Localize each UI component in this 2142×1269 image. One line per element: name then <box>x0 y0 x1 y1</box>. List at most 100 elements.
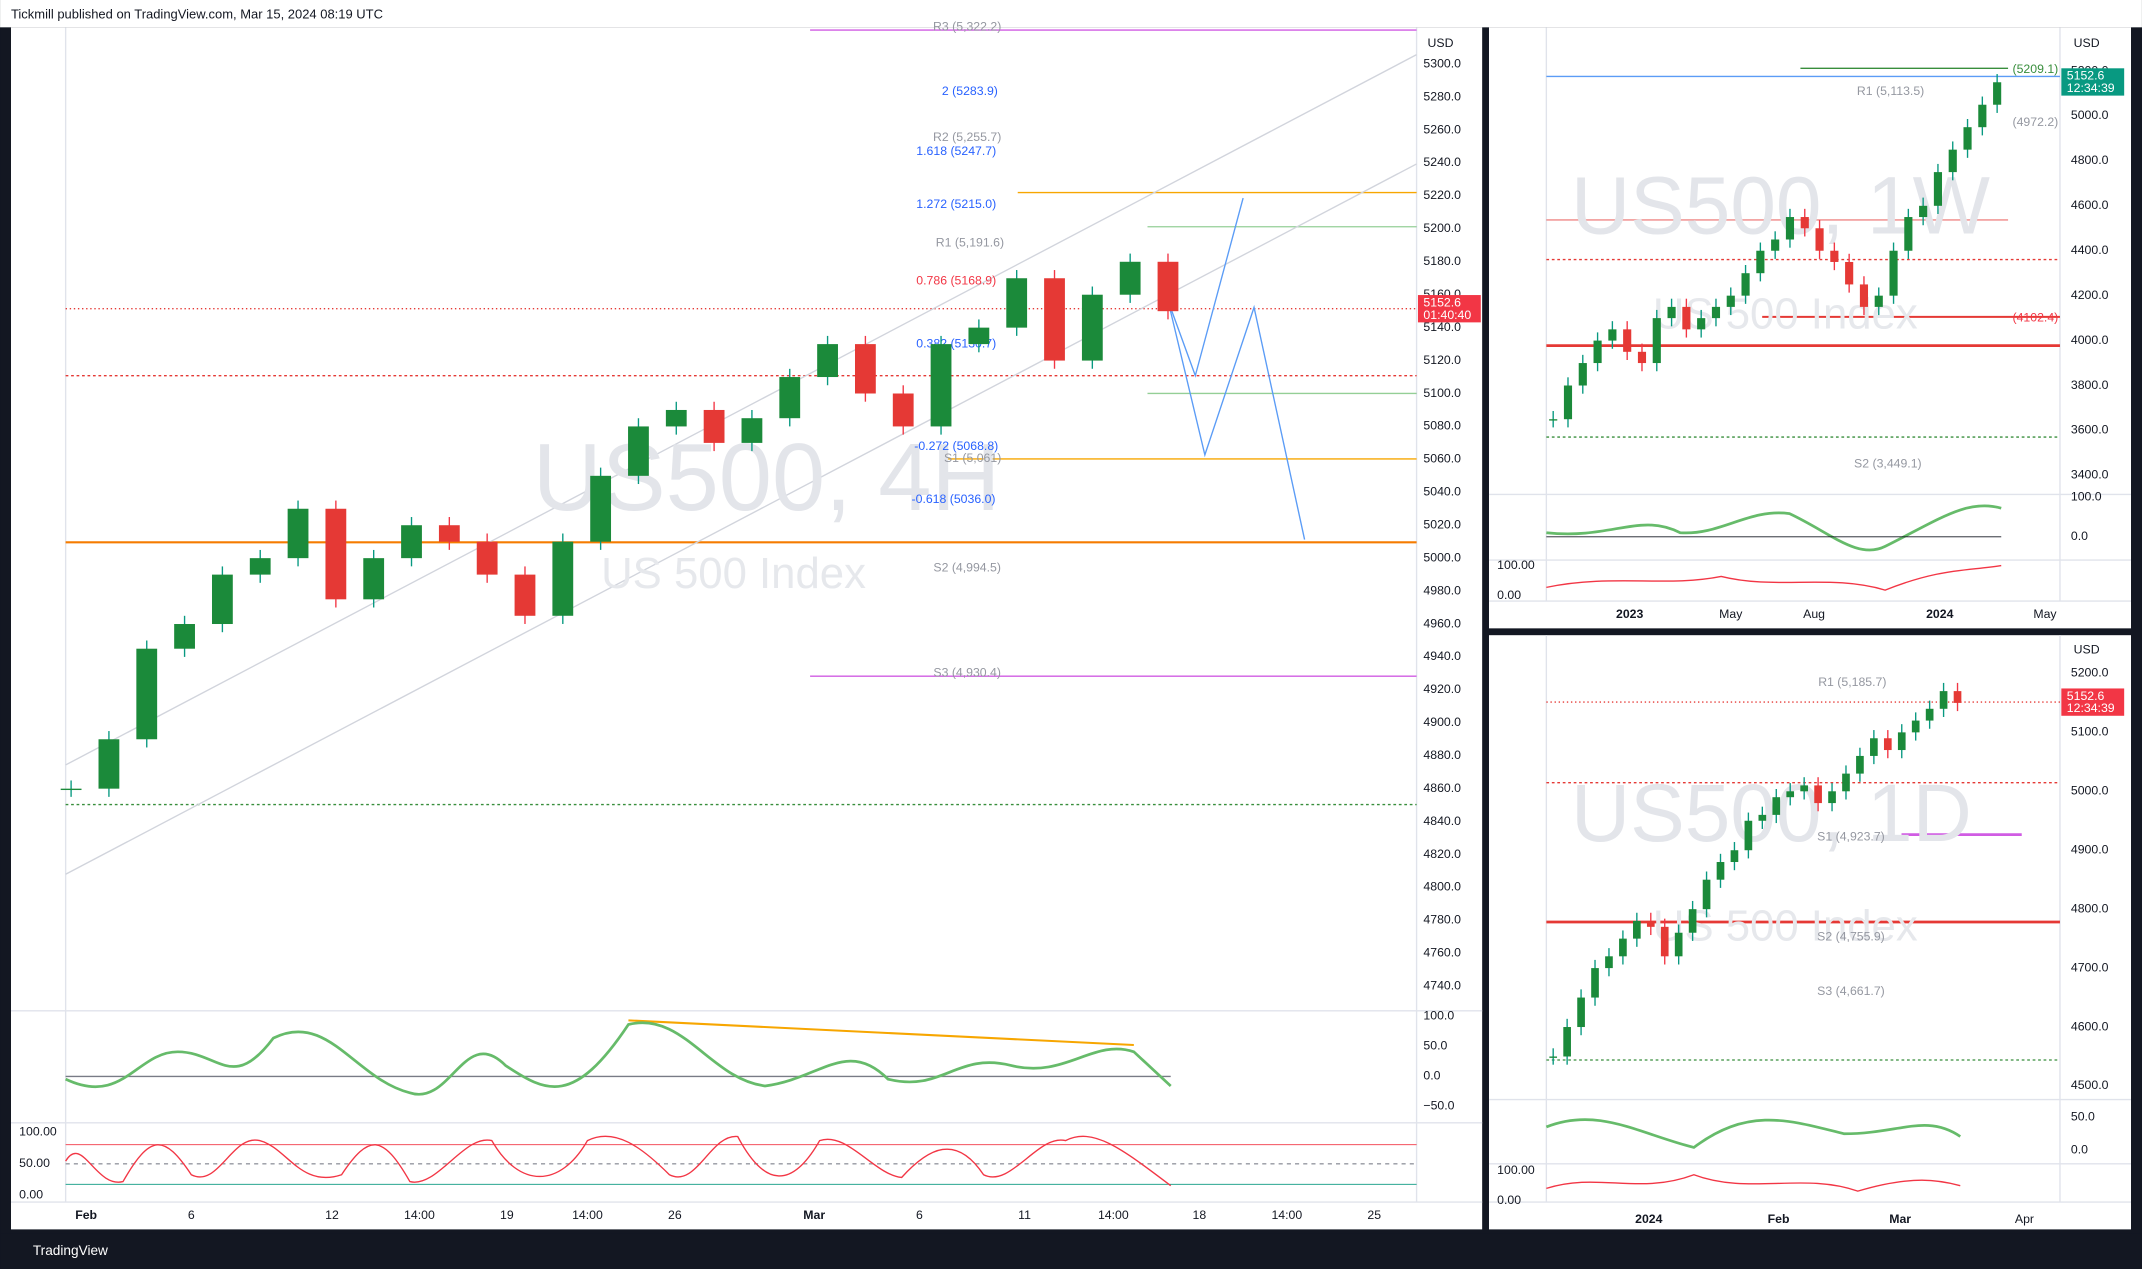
candle <box>1883 738 1892 751</box>
date-tick: Feb <box>1768 1212 1790 1226</box>
level-label: R2 (5,255.7) <box>933 130 1001 144</box>
candle <box>1756 250 1765 274</box>
osc-tick: −50.0 <box>1423 1099 1454 1113</box>
level-label: -0.618 (5036.0) <box>912 492 996 506</box>
level-label: S1 (5,061) <box>944 451 1001 465</box>
candle <box>1682 306 1691 330</box>
candle <box>552 541 574 616</box>
price-tick: 5180.0 <box>1423 254 1461 268</box>
candle <box>1674 932 1683 957</box>
level-label: (4972.2) <box>2013 115 2059 129</box>
osc-tick: 50.0 <box>2071 1110 2095 1124</box>
price-tick: 4760.0 <box>1423 946 1461 960</box>
candle <box>779 377 801 419</box>
candle <box>1889 250 1898 296</box>
price-tick: 5280.0 <box>1423 89 1461 103</box>
candle <box>892 393 914 427</box>
main-panel <box>10 27 1483 1230</box>
candle <box>1786 791 1795 798</box>
countdown: 12:34:39 <box>2067 81 2115 95</box>
weekly-layout <box>1488 27 2132 602</box>
price-tick: 5200.0 <box>1423 221 1461 235</box>
candle <box>438 525 460 542</box>
price-tick: 5120.0 <box>1423 353 1461 367</box>
candle <box>1549 419 1558 421</box>
price-tick: 5220.0 <box>1423 188 1461 202</box>
price-tick: 5000.0 <box>1423 550 1461 564</box>
stoch-tick: 0.00 <box>19 1187 43 1201</box>
date-tick: Aug <box>1803 607 1825 621</box>
level-label: -0.272 (5068.8) <box>914 439 998 453</box>
level-label: R1 (5,185.7) <box>1818 675 1886 689</box>
osc-tick: 100.0 <box>1423 1009 1454 1023</box>
candle <box>1633 920 1641 939</box>
stoch-tick: 50.00 <box>19 1156 50 1170</box>
candle <box>60 788 82 791</box>
candle <box>1772 797 1781 815</box>
price-tick: 4800.0 <box>2071 153 2109 167</box>
candle <box>1697 318 1706 330</box>
candle <box>1702 879 1711 910</box>
date-tick: 12 <box>325 1208 339 1222</box>
candle <box>1963 127 1972 150</box>
candle <box>930 344 952 427</box>
candle <box>968 327 990 345</box>
price-tick: 4800.0 <box>2071 901 2109 915</box>
price-tick: 4920.0 <box>1423 682 1461 696</box>
price-tick: 4980.0 <box>1423 583 1461 597</box>
candle <box>1726 295 1735 307</box>
candle <box>628 426 649 476</box>
price-tick: 5000.0 <box>2071 784 2109 798</box>
candle <box>401 525 422 559</box>
candle <box>1006 278 1028 328</box>
price-tick: 4200.0 <box>2071 288 2109 302</box>
price-tick: 5300.0 <box>1423 56 1461 70</box>
price-tick: 4600.0 <box>2071 1019 2109 1033</box>
date-tick: 2023 <box>1616 607 1643 621</box>
date-tick: 14:00 <box>572 1208 603 1222</box>
osc-tick: 0.0 <box>2071 1142 2088 1156</box>
price-label: 5152.6 <box>2067 689 2105 703</box>
watermark: US500, 1D <box>1571 768 1972 859</box>
stoch-tick: 100.00 <box>1497 1163 1535 1177</box>
candle <box>514 574 536 616</box>
currency: USD <box>2074 36 2100 50</box>
level-label: (5209.1) <box>2013 62 2059 76</box>
candle <box>136 648 158 740</box>
date-tick: Apr <box>2015 1212 2034 1226</box>
date-tick: 18 <box>1193 1208 1207 1222</box>
candle <box>1815 228 1824 251</box>
candle <box>1623 329 1632 352</box>
watermark-subtitle: US 500 Index <box>1653 289 1918 338</box>
price-tick: 5260.0 <box>1423 122 1461 136</box>
osc-tick: 100.0 <box>2071 489 2102 503</box>
date-tick: May <box>1719 607 1743 621</box>
weekly-panel <box>1488 27 2132 629</box>
candle <box>1578 363 1587 386</box>
candle <box>1652 318 1661 364</box>
price-label: 5152.6 <box>2067 69 2105 83</box>
date-tick: 2024 <box>1926 607 1953 621</box>
candle <box>1933 172 1943 206</box>
date-tick: May <box>2033 607 2057 621</box>
candle <box>1993 82 2002 105</box>
price-tick: 5040.0 <box>1423 485 1461 499</box>
candle <box>363 558 385 600</box>
candle <box>1925 708 1934 721</box>
date-tick: Feb <box>75 1208 97 1222</box>
price-tick: 5100.0 <box>1423 386 1461 400</box>
level-label: S2 (3,449.1) <box>1854 457 1922 471</box>
watermark-subtitle: US 500 Index <box>601 549 866 598</box>
date-tick: 14:00 <box>1098 1208 1129 1222</box>
price-tick: 5020.0 <box>1423 517 1461 531</box>
candle <box>249 558 271 575</box>
candle <box>1688 909 1697 933</box>
candle <box>174 624 195 649</box>
level-label: 1.272 (5215.0) <box>916 197 996 211</box>
price-tick: 4840.0 <box>1423 814 1461 828</box>
level-label: S1 (4,923.7) <box>1817 830 1885 844</box>
price-badge <box>2061 688 2125 716</box>
price-tick: 4960.0 <box>1423 616 1461 630</box>
